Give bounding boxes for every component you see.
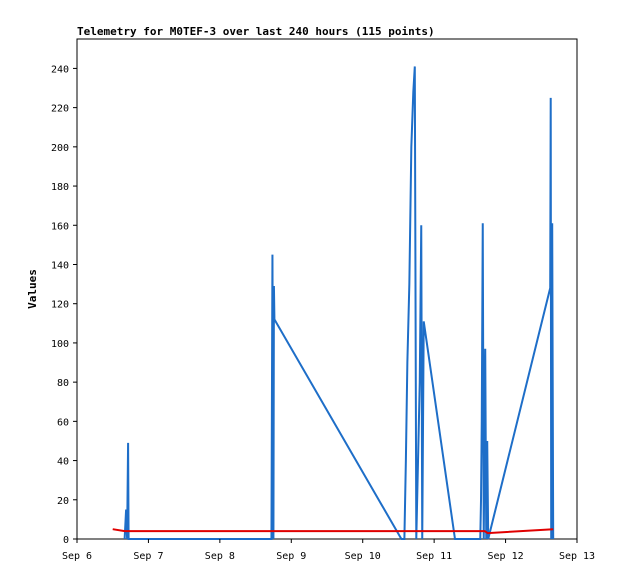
y-tick-label: 0: [63, 535, 69, 546]
x-tick-label: Sep 11: [416, 551, 452, 562]
y-tick-label: 240: [51, 64, 69, 75]
y-tick-label: 40: [57, 457, 69, 468]
y-tick-label: 160: [51, 221, 69, 232]
series-line-2: [112, 528, 554, 535]
x-tick-label: Sep 8: [205, 551, 235, 562]
y-tick-label: 200: [51, 143, 69, 154]
y-tick-label: 80: [57, 378, 69, 389]
y-tick-label: 140: [51, 260, 69, 271]
y-tick-label: 220: [51, 104, 69, 115]
y-tick-label: 60: [57, 417, 69, 428]
series-line-1: [123, 66, 555, 540]
y-tick-label: 100: [51, 339, 69, 350]
y-tick-label: 20: [57, 496, 69, 507]
chart-title: Telemetry for M0TEF-3 over last 240 hour…: [77, 25, 435, 38]
x-tick-label: Sep 12: [488, 551, 524, 562]
y-tick-label: 120: [51, 300, 69, 311]
x-tick-label: Sep 6: [62, 551, 92, 562]
x-tick-label: Sep 13: [559, 551, 595, 562]
x-tick-label: Sep 9: [276, 551, 306, 562]
plot-area-frame: [76, 38, 578, 540]
series-layer: [112, 66, 555, 540]
x-tick-label: Sep 7: [133, 551, 163, 562]
y-axis-label: Values: [26, 269, 39, 309]
y-tick-label: 180: [51, 182, 69, 193]
x-tick-label: Sep 10: [345, 551, 381, 562]
axis-layer: Sep 6 Sep 7 Sep 8 Sep 9 Sep 10 Sep 11 Sep 12 Se…: [51, 64, 595, 562]
